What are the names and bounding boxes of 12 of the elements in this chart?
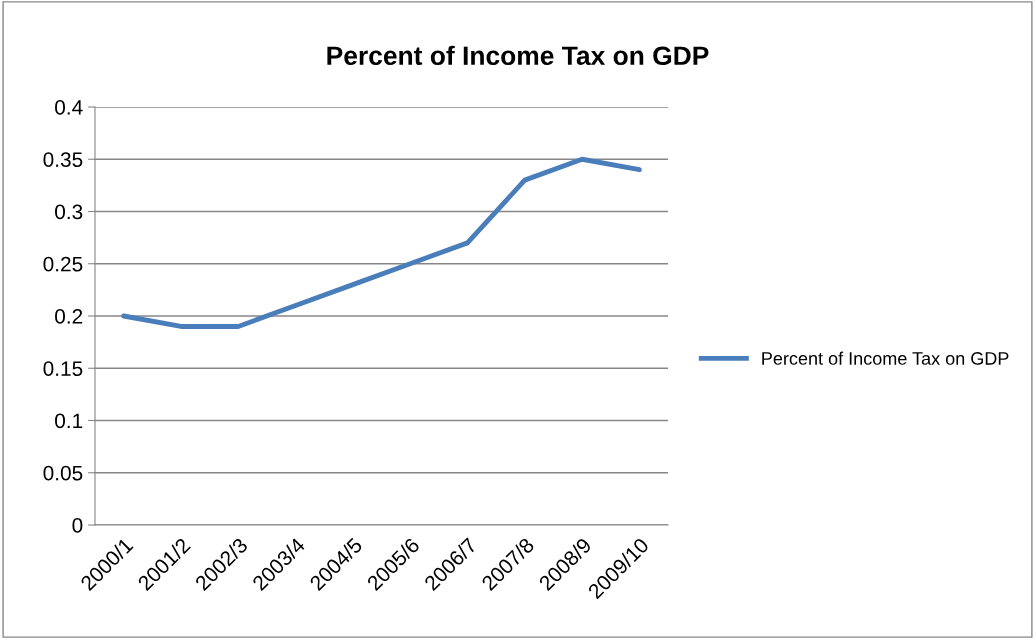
chart-title: Percent of Income Tax on GDP — [327, 45, 709, 66]
y-tick-label: 0.2 — [55, 309, 83, 324]
y-tick-label: 0 — [72, 518, 83, 533]
y-tick-label: 0.15 — [43, 361, 83, 376]
y-tick-label: 0.35 — [43, 152, 83, 167]
y-tick-label: 0.3 — [55, 204, 83, 220]
y-tick-label: 0.25 — [43, 256, 83, 272]
line-series — [121, 156, 642, 329]
legend-label: Percent of Income Tax on GDP — [762, 351, 1009, 365]
y-tick-label: 0.1 — [55, 413, 83, 429]
y-tick-label: 0.05 — [43, 465, 83, 481]
y-tick-label: 0.4 — [55, 100, 83, 115]
